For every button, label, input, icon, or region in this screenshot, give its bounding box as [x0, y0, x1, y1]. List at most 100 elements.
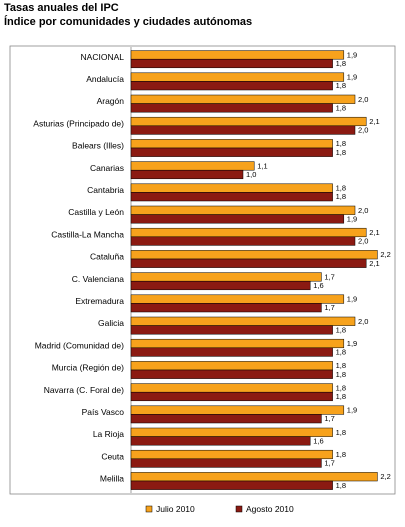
- data-label: 1,7: [324, 272, 334, 281]
- bar-agosto: [130, 236, 356, 246]
- category-label: Galicia: [98, 318, 124, 328]
- bar-julio: [130, 405, 345, 415]
- bar-julio: [130, 427, 333, 437]
- data-label: 1,8: [336, 370, 346, 379]
- data-label: 1,8: [336, 192, 346, 201]
- data-label: 1,8: [336, 348, 346, 357]
- category-label: C. Valenciana: [72, 274, 125, 284]
- data-label: 2,2: [380, 250, 390, 259]
- category-label: Castilla-La Mancha: [51, 229, 124, 239]
- bar-agosto: [130, 192, 333, 202]
- bar-julio: [130, 94, 356, 104]
- data-label: 2,1: [369, 117, 379, 126]
- data-label: 1,7: [324, 459, 334, 468]
- data-label: 1,8: [336, 148, 346, 157]
- bar-agosto: [130, 414, 322, 424]
- data-label: 1,8: [336, 450, 346, 459]
- category-label: Navarra (C. Foral de): [44, 385, 124, 395]
- legend-swatch: [145, 505, 153, 513]
- legend-swatch: [235, 505, 243, 513]
- bar-agosto: [130, 81, 333, 91]
- bar-julio: [130, 383, 333, 393]
- data-label: 1,8: [336, 103, 346, 112]
- bar-agosto: [130, 103, 333, 113]
- data-label: 1,7: [324, 303, 334, 312]
- data-label: 1,8: [336, 392, 346, 401]
- bar-julio: [130, 72, 345, 82]
- data-label: 2,0: [358, 206, 368, 215]
- bar-julio: [130, 272, 322, 282]
- data-label: 2,0: [358, 95, 368, 104]
- category-label: Castilla y León: [68, 207, 124, 217]
- bar-agosto: [130, 280, 311, 291]
- bar-julio: [130, 472, 378, 482]
- category-label: Asturias (Principado de): [33, 118, 124, 128]
- chart-subtitle: Índice por comunidades y ciudades autóno…: [4, 16, 253, 28]
- category-label: Extremadura: [75, 296, 124, 306]
- category-label: Melilla: [100, 474, 124, 484]
- data-label: 2,2: [380, 472, 390, 481]
- plot-frame: [9, 45, 396, 495]
- category-label: Murcia (Región de): [52, 363, 124, 373]
- category-label: Aragón: [97, 96, 125, 106]
- bar-agosto: [130, 480, 333, 490]
- bar-julio: [130, 139, 333, 149]
- bar-julio: [130, 227, 367, 238]
- bar-julio: [130, 250, 378, 260]
- data-label: 1,7: [324, 414, 334, 423]
- legend-label: Agosto 2010: [246, 504, 294, 514]
- chart-title: Tasas anuales del IPC: [4, 2, 119, 14]
- data-label: 1,8: [336, 383, 346, 392]
- category-label: Andalucía: [86, 74, 124, 84]
- category-label: Canarias: [90, 163, 124, 173]
- bar-julio: [130, 205, 356, 215]
- bar-agosto: [130, 391, 333, 402]
- data-label: 1,8: [336, 481, 346, 490]
- data-label: 1,9: [347, 214, 357, 223]
- bar-julio: [130, 338, 345, 349]
- data-label: 1,6: [313, 281, 323, 290]
- category-label: Balears (Illes): [72, 141, 124, 151]
- bar-agosto: [130, 214, 345, 224]
- data-label: 1,9: [347, 406, 357, 415]
- bar-agosto: [130, 147, 333, 157]
- data-label: 1,8: [336, 184, 346, 193]
- category-label: La Rioja: [93, 429, 124, 439]
- bar-agosto: [130, 436, 311, 446]
- category-label: Cantabria: [87, 185, 124, 195]
- data-label: 2,0: [358, 237, 368, 246]
- data-label: 1,9: [347, 339, 357, 348]
- bar-agosto: [130, 125, 356, 135]
- data-label: 1,8: [336, 59, 346, 68]
- category-label: Ceuta: [101, 451, 124, 461]
- bar-agosto: [130, 347, 333, 357]
- bar-agosto: [130, 58, 333, 69]
- data-label: 2,1: [369, 259, 379, 268]
- bar-julio: [130, 50, 345, 60]
- bar-julio: [130, 449, 333, 460]
- bar-julio: [130, 183, 333, 193]
- bar-julio: [130, 294, 345, 304]
- bar-agosto: [130, 458, 322, 468]
- data-label: 2,0: [358, 126, 368, 135]
- data-label: 1,8: [336, 139, 346, 148]
- data-label: 1,9: [347, 295, 357, 304]
- bar-agosto: [130, 325, 333, 335]
- bar-julio: [130, 361, 333, 371]
- data-label: 1,1: [257, 161, 267, 170]
- data-label: 1,8: [336, 428, 346, 437]
- data-label: 1,9: [347, 50, 357, 59]
- bar-julio: [130, 116, 367, 127]
- data-label: 1,8: [336, 325, 346, 334]
- data-label: 2,0: [358, 317, 368, 326]
- bar-julio: [130, 161, 255, 171]
- bar-agosto: [130, 369, 333, 379]
- data-label: 1,8: [336, 81, 346, 90]
- data-label: 1,6: [313, 436, 323, 445]
- category-label: NACIONAL: [81, 52, 125, 62]
- category-label: País Vasco: [82, 407, 125, 417]
- data-label: 1,9: [347, 73, 357, 82]
- bar-agosto: [130, 258, 367, 268]
- data-label: 2,1: [369, 228, 379, 237]
